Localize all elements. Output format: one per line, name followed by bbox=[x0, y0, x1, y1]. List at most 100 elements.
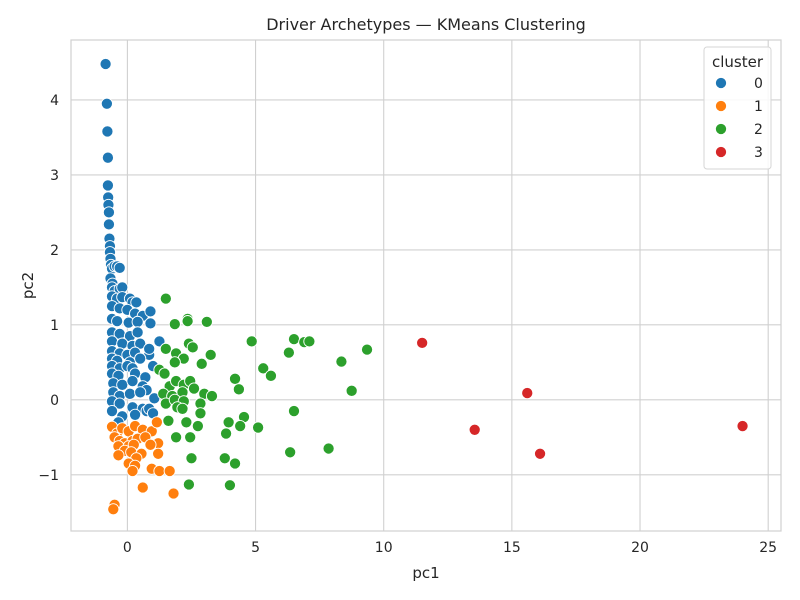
scatter-point-cluster-0 bbox=[101, 125, 114, 138]
legend-marker-cluster-1 bbox=[714, 99, 728, 113]
scatter-point-cluster-1 bbox=[107, 503, 120, 516]
scatter-point-cluster-0 bbox=[101, 179, 114, 192]
data-points bbox=[99, 57, 749, 516]
scatter-point-cluster-2 bbox=[245, 335, 258, 348]
scatter-point-cluster-0 bbox=[111, 315, 124, 328]
scatter-point-cluster-0 bbox=[131, 315, 144, 328]
tick-labels: 0 5 10 15 20 25 −1 0 1 2 3 4 bbox=[38, 93, 777, 556]
scatter-point-cluster-2 bbox=[322, 442, 335, 455]
x-tick-label: 0 bbox=[123, 540, 132, 556]
scatter-point-cluster-2 bbox=[158, 367, 171, 380]
scatter-point-cluster-0 bbox=[102, 218, 115, 231]
scatter-point-cluster-0 bbox=[113, 397, 126, 410]
plot-background bbox=[71, 40, 781, 531]
scatter-point-cluster-2 bbox=[184, 431, 197, 444]
legend-label-cluster-2: 2 bbox=[754, 122, 763, 138]
scatter-point-cluster-2 bbox=[234, 420, 247, 433]
y-tick-label: 2 bbox=[50, 243, 59, 259]
scatter-point-cluster-2 bbox=[186, 341, 199, 354]
scatter-point-cluster-1 bbox=[126, 464, 139, 478]
y-tick-label: 4 bbox=[50, 93, 59, 109]
scatter-point-cluster-2 bbox=[287, 405, 301, 418]
scatter-point-cluster-2 bbox=[187, 382, 201, 395]
x-tick-label: 20 bbox=[631, 540, 649, 556]
legend: cluster 0 1 2 3 bbox=[703, 46, 772, 170]
scatter-point-cluster-2 bbox=[168, 356, 181, 369]
scatter-point-cluster-2 bbox=[218, 452, 231, 465]
scatter-point-cluster-2 bbox=[223, 479, 236, 492]
scatter-point-cluster-2 bbox=[282, 346, 295, 359]
scatter-point-cluster-2 bbox=[185, 452, 198, 465]
legend-label-cluster-1: 1 bbox=[754, 99, 763, 115]
y-tick-label: 0 bbox=[50, 393, 59, 409]
chart-title: Driver Archetypes — KMeans Clustering bbox=[266, 15, 586, 34]
scatter-point-cluster-2 bbox=[170, 431, 183, 444]
scatter-point-cluster-2 bbox=[264, 369, 277, 382]
scatter-point-cluster-0 bbox=[144, 317, 157, 330]
scatter-point-cluster-0 bbox=[113, 261, 126, 274]
scatter-point-cluster-0 bbox=[130, 296, 143, 309]
scatter-point-cluster-2 bbox=[228, 372, 242, 385]
scatter-point-cluster-3 bbox=[521, 387, 534, 400]
scatter-point-cluster-0 bbox=[131, 326, 144, 339]
scatter-point-cluster-2 bbox=[345, 384, 358, 397]
scatter-point-cluster-3 bbox=[736, 420, 749, 433]
scatter-point-cluster-2 bbox=[168, 318, 181, 331]
scatter-point-cluster-0 bbox=[101, 151, 114, 164]
scatter-point-cluster-0 bbox=[144, 305, 157, 318]
scatter-point-cluster-2 bbox=[191, 420, 204, 433]
legend-title: cluster bbox=[712, 53, 764, 71]
x-axis-title: pc1 bbox=[412, 564, 439, 582]
scatter-point-cluster-0 bbox=[100, 97, 113, 110]
scatter-point-cluster-2 bbox=[252, 421, 265, 434]
legend-marker-cluster-2 bbox=[714, 122, 728, 136]
scatter-point-cluster-1 bbox=[150, 416, 163, 429]
x-tick-label: 5 bbox=[251, 540, 260, 556]
scatter-point-cluster-0 bbox=[126, 375, 139, 388]
scatter-point-cluster-2 bbox=[222, 416, 235, 429]
scatter-point-cluster-2 bbox=[181, 315, 194, 328]
scatter-point-cluster-2 bbox=[180, 416, 193, 429]
scatter-point-cluster-2 bbox=[162, 414, 175, 427]
scatter-point-cluster-0 bbox=[134, 386, 147, 399]
scatter-point-cluster-2 bbox=[195, 357, 208, 370]
scatter-point-cluster-0 bbox=[129, 408, 142, 421]
x-tick-label: 10 bbox=[375, 540, 393, 556]
legend-label-cluster-3: 3 bbox=[754, 145, 763, 161]
scatter-point-cluster-1 bbox=[152, 447, 165, 460]
scatter-point-cluster-0 bbox=[116, 378, 129, 391]
y-axis-title: pc2 bbox=[19, 272, 37, 299]
scatter-point-cluster-2 bbox=[360, 343, 374, 356]
scatter-point-cluster-2 bbox=[232, 383, 245, 396]
scatter-point-cluster-3 bbox=[416, 336, 429, 349]
legend-items: 0 1 2 3 bbox=[714, 76, 763, 161]
y-tick-label: 3 bbox=[50, 168, 59, 184]
scatter-point-cluster-2 bbox=[228, 457, 242, 470]
scatter-point-cluster-0 bbox=[134, 337, 147, 350]
x-tick-label: 15 bbox=[503, 540, 521, 556]
scatter-point-cluster-0 bbox=[134, 352, 147, 365]
scatter-point-cluster-2 bbox=[335, 355, 348, 368]
scatter-point-cluster-2 bbox=[194, 407, 207, 420]
scatter-point-cluster-2 bbox=[220, 427, 233, 440]
scatter-point-cluster-1 bbox=[153, 464, 166, 478]
scatter-point-cluster-2 bbox=[205, 390, 219, 403]
scatter-point-cluster-2 bbox=[159, 292, 172, 305]
y-tick-label: 1 bbox=[50, 318, 59, 334]
scatter-point-cluster-0 bbox=[123, 387, 137, 400]
legend-label-cluster-0: 0 bbox=[754, 76, 763, 92]
scatter-point-cluster-2 bbox=[159, 342, 172, 355]
legend-marker-cluster-3 bbox=[714, 145, 728, 159]
scatter-point-cluster-2 bbox=[176, 402, 189, 415]
scatter-point-cluster-0 bbox=[99, 57, 112, 71]
plot-area bbox=[70, 39, 782, 532]
scatter-point-cluster-0 bbox=[102, 206, 115, 219]
scatter-point-cluster-3 bbox=[468, 423, 481, 436]
scatter-point-cluster-1 bbox=[112, 449, 125, 462]
scatter-point-cluster-2 bbox=[257, 362, 270, 375]
scatter-point-cluster-3 bbox=[534, 447, 547, 460]
scatter-point-cluster-2 bbox=[287, 333, 301, 346]
scatter-point-cluster-1 bbox=[163, 464, 176, 478]
scatter-point-cluster-2 bbox=[182, 478, 195, 491]
